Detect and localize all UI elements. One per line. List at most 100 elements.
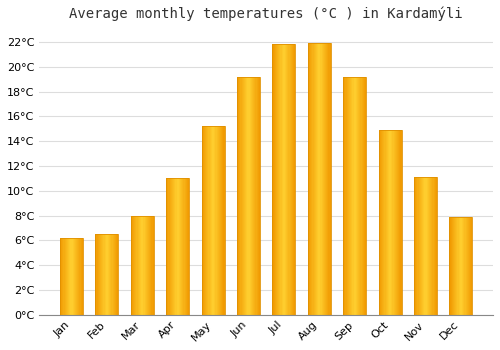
- Bar: [400, 130, 402, 315]
- Bar: [186, 178, 187, 315]
- Bar: [325, 43, 326, 315]
- Bar: [78, 238, 80, 315]
- Bar: [114, 234, 115, 315]
- Bar: [418, 177, 420, 315]
- Bar: [182, 178, 184, 315]
- Bar: [453, 217, 454, 315]
- Bar: [381, 130, 382, 315]
- Bar: [256, 77, 258, 315]
- Bar: [112, 234, 114, 315]
- Bar: [282, 44, 284, 315]
- Bar: [308, 43, 331, 315]
- Bar: [424, 177, 426, 315]
- Bar: [317, 43, 318, 315]
- Bar: [82, 238, 83, 315]
- Bar: [104, 234, 106, 315]
- Bar: [416, 177, 418, 315]
- Bar: [348, 77, 349, 315]
- Bar: [320, 43, 322, 315]
- Bar: [388, 130, 389, 315]
- Bar: [351, 77, 352, 315]
- Bar: [414, 177, 415, 315]
- Bar: [392, 130, 394, 315]
- Bar: [272, 44, 295, 315]
- Bar: [389, 130, 390, 315]
- Bar: [290, 44, 291, 315]
- Bar: [216, 126, 218, 315]
- Bar: [258, 77, 259, 315]
- Bar: [142, 216, 144, 315]
- Bar: [102, 234, 104, 315]
- Bar: [220, 126, 221, 315]
- Bar: [206, 126, 208, 315]
- Bar: [436, 177, 437, 315]
- Bar: [77, 238, 78, 315]
- Bar: [380, 130, 381, 315]
- Bar: [117, 234, 118, 315]
- Bar: [60, 238, 61, 315]
- Bar: [166, 178, 168, 315]
- Bar: [237, 77, 260, 315]
- Bar: [330, 43, 331, 315]
- Bar: [252, 77, 253, 315]
- Bar: [352, 77, 354, 315]
- Bar: [343, 77, 366, 315]
- Bar: [461, 217, 462, 315]
- Bar: [149, 216, 150, 315]
- Bar: [428, 177, 429, 315]
- Bar: [309, 43, 310, 315]
- Bar: [133, 216, 134, 315]
- Bar: [80, 238, 82, 315]
- Bar: [246, 77, 248, 315]
- Bar: [326, 43, 328, 315]
- Bar: [172, 178, 173, 315]
- Bar: [136, 216, 138, 315]
- Bar: [350, 77, 351, 315]
- Bar: [434, 177, 436, 315]
- Bar: [363, 77, 364, 315]
- Bar: [354, 77, 356, 315]
- Bar: [346, 77, 348, 315]
- Bar: [316, 43, 317, 315]
- Bar: [214, 126, 216, 315]
- Bar: [212, 126, 213, 315]
- Bar: [110, 234, 112, 315]
- Bar: [184, 178, 186, 315]
- Bar: [310, 43, 311, 315]
- Bar: [134, 216, 136, 315]
- Bar: [181, 178, 182, 315]
- Bar: [308, 43, 309, 315]
- Bar: [415, 177, 416, 315]
- Bar: [130, 216, 154, 315]
- Bar: [365, 77, 366, 315]
- Bar: [166, 178, 189, 315]
- Bar: [202, 126, 224, 315]
- Bar: [422, 177, 423, 315]
- Bar: [72, 238, 74, 315]
- Bar: [432, 177, 434, 315]
- Bar: [221, 126, 222, 315]
- Bar: [429, 177, 430, 315]
- Bar: [69, 238, 70, 315]
- Bar: [414, 177, 437, 315]
- Bar: [254, 77, 256, 315]
- Bar: [464, 217, 466, 315]
- Bar: [144, 216, 146, 315]
- Bar: [75, 238, 76, 315]
- Bar: [147, 216, 148, 315]
- Bar: [276, 44, 277, 315]
- Bar: [218, 126, 219, 315]
- Bar: [277, 44, 278, 315]
- Bar: [76, 238, 77, 315]
- Bar: [383, 130, 384, 315]
- Bar: [211, 126, 212, 315]
- Bar: [148, 216, 149, 315]
- Title: Average monthly temperatures (°C ) in Kardamýli: Average monthly temperatures (°C ) in Ka…: [70, 7, 463, 21]
- Bar: [244, 77, 245, 315]
- Bar: [205, 126, 206, 315]
- Bar: [96, 234, 98, 315]
- Bar: [108, 234, 109, 315]
- Bar: [173, 178, 174, 315]
- Bar: [171, 178, 172, 315]
- Bar: [274, 44, 276, 315]
